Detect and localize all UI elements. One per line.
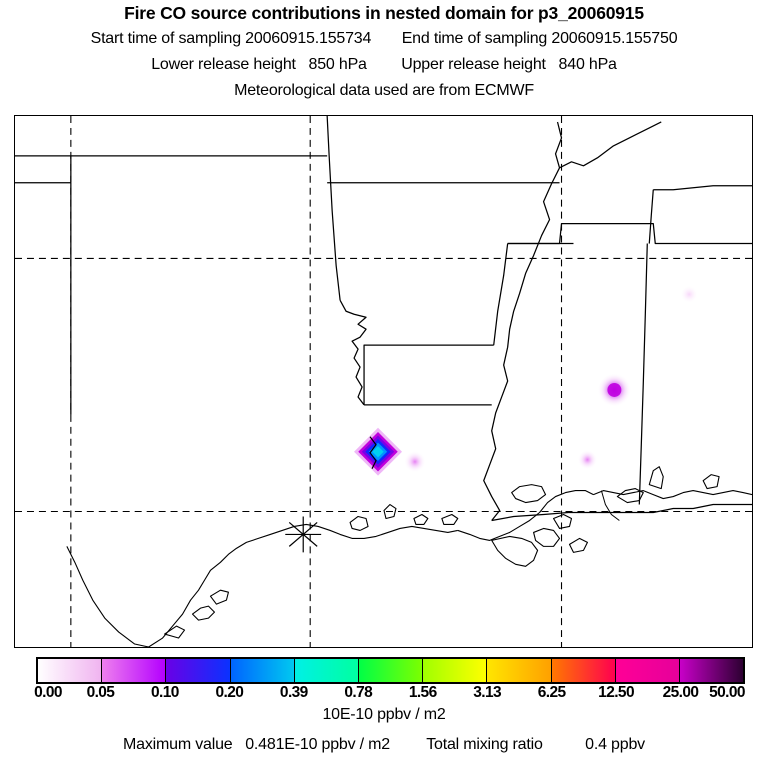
- sampling-time-row: Start time of sampling 20060915.155734 E…: [0, 30, 768, 48]
- total-mixing-ratio-label: Total mixing ratio: [426, 736, 543, 753]
- colorbar-tick-5: 0.78: [344, 684, 373, 701]
- colorbar-tick-8: 6.25: [537, 684, 566, 701]
- end-time-label: End time of sampling: [401, 30, 548, 47]
- footer-stats: Maximum value 0.481E-10 ppbv / m2 Total …: [0, 736, 768, 754]
- map-canvas: [15, 116, 752, 647]
- maximum-value: 0.481E-10 ppbv / m2: [245, 736, 390, 753]
- colorbar-tick-2: 0.10: [151, 684, 179, 701]
- colorbar-segment-5: [358, 659, 424, 682]
- lower-release-height-value: 850 hPa: [308, 56, 367, 73]
- colorbar-tick-0: 0.00: [34, 684, 62, 701]
- lower-release-height-label: Lower release height: [151, 56, 296, 73]
- colorbar-segment-2: [166, 659, 231, 682]
- start-time-label: Start time of sampling: [90, 30, 242, 47]
- colorbar-segment-10: [679, 659, 744, 682]
- colorbar-unit-label: 10E-10 ppbv / m2: [322, 706, 446, 723]
- concentration-field: [354, 285, 699, 476]
- coastline: [66, 466, 752, 647]
- meteorology-note: Meteorological data used are from ECMWF: [234, 82, 534, 99]
- colorbar-tick-10: 25.00: [662, 684, 699, 701]
- colorbar-segment-9: [615, 659, 680, 682]
- upper-release-height-label: Upper release height: [401, 56, 546, 73]
- colorbar-segment-7: [487, 659, 552, 682]
- page-title: Fire CO source contributions in nested d…: [124, 3, 644, 23]
- faint-plume-tennessee: [680, 285, 699, 304]
- colorbar-segment-4: [294, 659, 359, 682]
- border-over-plume: [369, 436, 377, 469]
- colorbar-segment-0: [38, 659, 103, 682]
- secondary-plume-core: [607, 382, 622, 397]
- graticule-gridlines: [15, 116, 752, 647]
- colorbar-segment-8: [551, 659, 616, 682]
- colorbar: [36, 657, 745, 684]
- minor-plume-louisiana: [403, 450, 426, 473]
- minor-plume-mississippi: [577, 449, 598, 470]
- colorbar-tick-4: 0.39: [279, 684, 308, 701]
- colorbar-tick-3: 0.20: [215, 684, 244, 701]
- end-time-value: 20060915.155750: [551, 30, 678, 47]
- primary-plume: [354, 427, 402, 476]
- upper-release-height-value: 840 hPa: [558, 56, 617, 73]
- colorbar-tick-1: 0.05: [86, 684, 115, 701]
- colorbar-tick-6: 1.56: [408, 684, 437, 701]
- release-point-marker: [285, 516, 322, 553]
- colorbar-tick-7: 3.13: [473, 684, 502, 701]
- colorbar-tick-labels: 0.00 0.05 0.10 0.20 0.39 0.78 1.56 3.13 6.25 12.5…: [0, 684, 768, 704]
- colorbar-segment-1: [102, 659, 167, 682]
- map-plot-area: [14, 115, 753, 648]
- colorbar-segment-6: [423, 659, 488, 682]
- state-boundaries: [15, 116, 752, 522]
- maximum-value-label: Maximum value: [123, 736, 233, 753]
- start-time-value: 20060915.155734: [245, 30, 372, 47]
- total-mixing-ratio-value: 0.4 ppbv: [585, 736, 645, 753]
- colorbar-tick-11: 50.00: [709, 684, 745, 701]
- colorbar-tick-9: 12.50: [598, 684, 634, 701]
- release-height-row: Lower release height 850 hPa Upper relea…: [0, 56, 768, 74]
- colorbar-segment-3: [230, 659, 295, 682]
